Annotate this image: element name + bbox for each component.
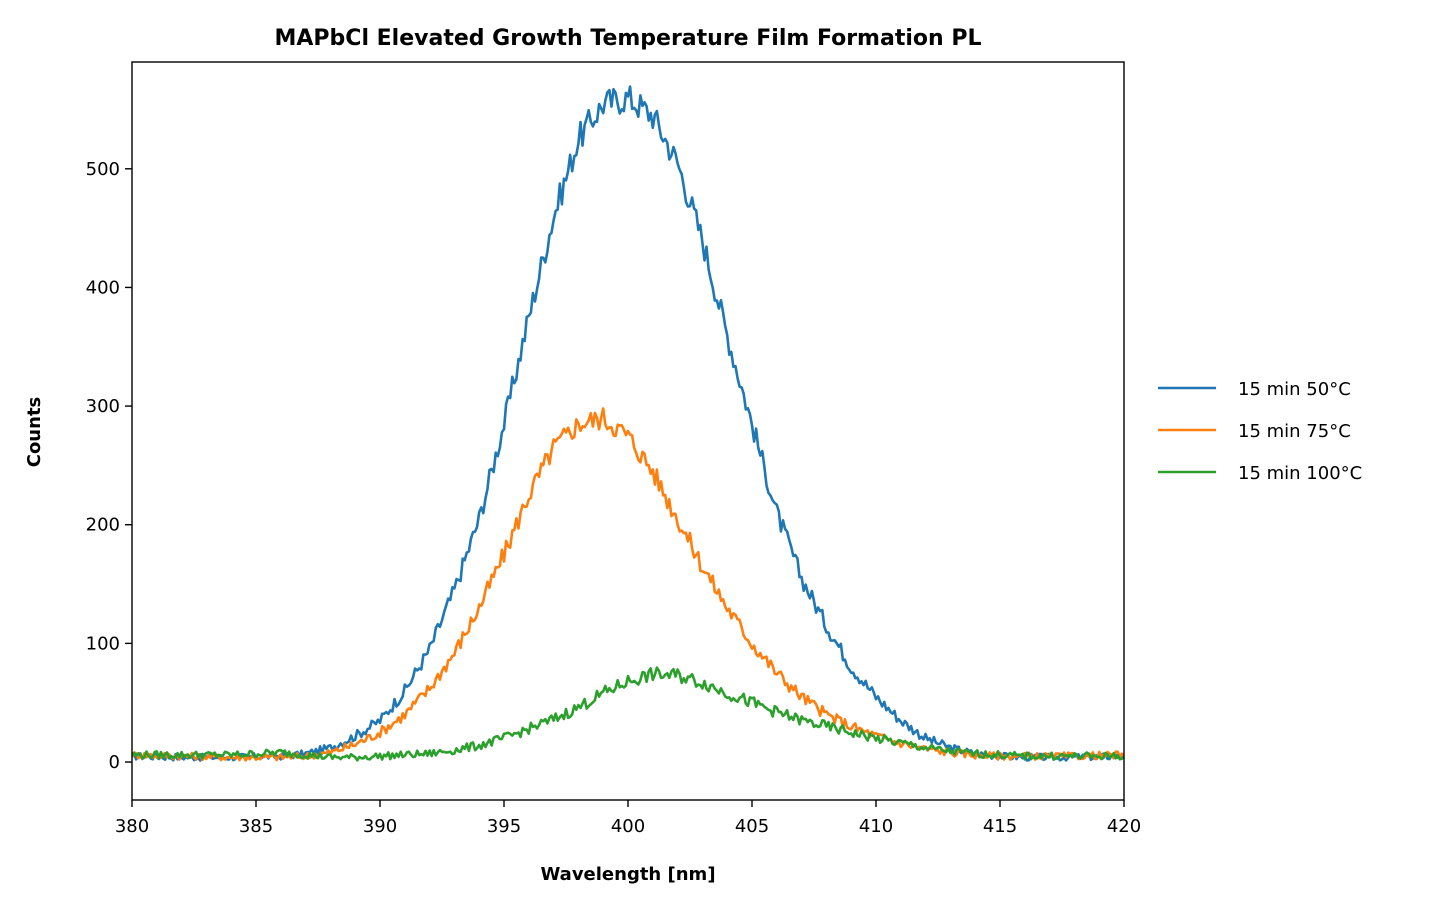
y-tick-label: 400: [86, 277, 120, 298]
chart-title: MAPbCl Elevated Growth Temperature Film …: [275, 26, 982, 51]
plot-area: 380 385 390 395 400 405 410 415 420 0 100 200 300 400…: [86, 61, 1141, 837]
y-tick-label: 0: [109, 752, 120, 773]
series-line-2: [132, 407, 1124, 762]
y-tick-label: 100: [86, 633, 120, 654]
series-line-1: [132, 85, 1124, 762]
x-tick-label: 400: [611, 816, 645, 837]
legend: 15 min 50°C 15 min 75°C 15 min 100°C: [1158, 379, 1362, 484]
x-tick-label: 380: [115, 816, 149, 837]
legend-label: 15 min 100°C: [1238, 463, 1362, 484]
y-tick-label: 500: [86, 159, 120, 180]
y-tick-label: 200: [86, 515, 120, 536]
x-tick-label: 420: [1107, 816, 1141, 837]
legend-label: 15 min 75°C: [1238, 421, 1351, 442]
legend-label: 15 min 50°C: [1238, 379, 1351, 400]
series-line-3: [132, 666, 1124, 762]
x-tick-label: 415: [983, 816, 1017, 837]
x-tick-label: 395: [487, 816, 521, 837]
x-tick-label: 405: [735, 816, 769, 837]
y-axis-label: Counts: [24, 397, 45, 468]
x-tick-label: 410: [859, 816, 893, 837]
x-tick-label: 385: [239, 816, 273, 837]
x-axis-label: Wavelength [nm]: [540, 864, 715, 885]
x-tick-label: 390: [363, 816, 397, 837]
y-tick-label: 300: [86, 396, 120, 417]
